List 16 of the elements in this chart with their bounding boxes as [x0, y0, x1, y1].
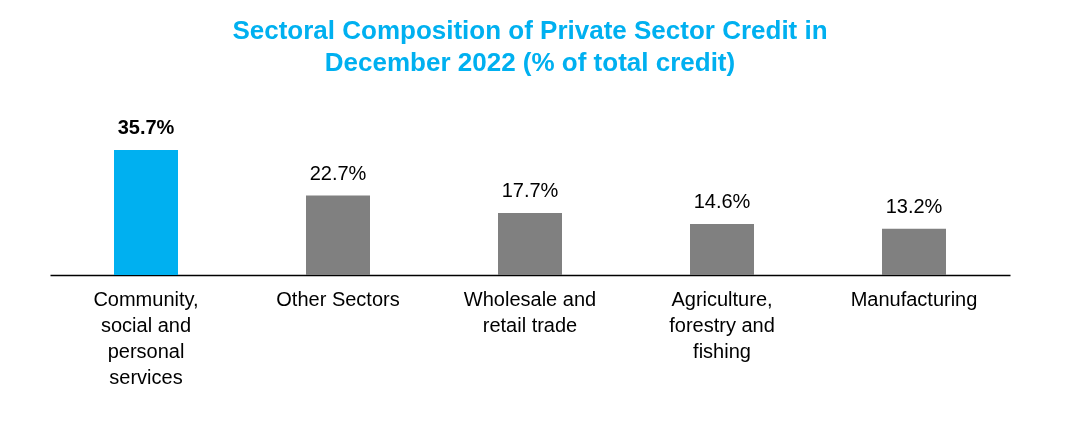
- data-label: 35.7%: [117, 116, 175, 139]
- bar: [690, 223, 754, 275]
- bar: [498, 213, 562, 275]
- chart-title: Sectoral Composition of Private Sector Credit in December 2022 (% of total credit): [232, 15, 828, 78]
- bar: [114, 150, 178, 275]
- bar: [882, 228, 946, 275]
- data-label: 22.7%: [309, 161, 367, 184]
- x-tick-label: Manufacturing: [850, 287, 978, 310]
- data-label: 14.6%: [693, 189, 751, 212]
- bar: [306, 195, 370, 275]
- x-tick-label: Other Sectors: [276, 287, 400, 310]
- x-tick-label: Agriculture, forestry and fishing: [669, 287, 775, 362]
- x-tick-label: Community, social and personal services: [93, 287, 199, 388]
- data-label: 17.7%: [501, 179, 559, 202]
- data-label: 13.2%: [885, 194, 943, 217]
- x-tick-label: Wholesale and retail trade: [463, 287, 597, 336]
